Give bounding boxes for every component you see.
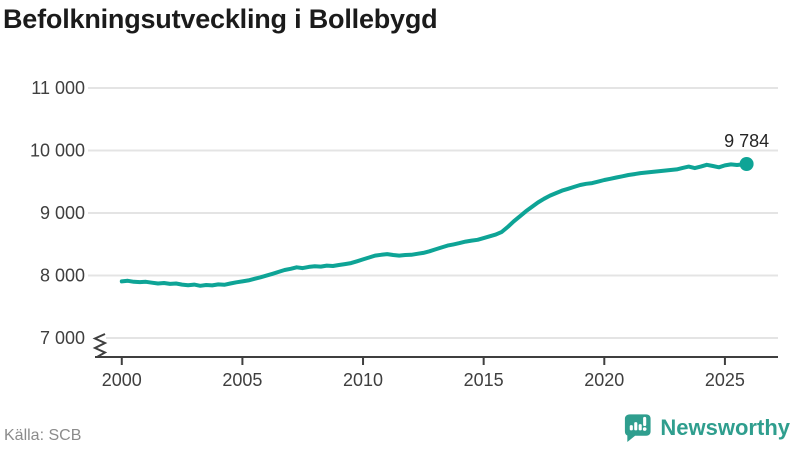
y-tick-label: 7 000 (40, 328, 85, 348)
newsworthy-wordmark: Newsworthy (660, 414, 790, 440)
x-tick-label: 2015 (464, 370, 504, 390)
axis-break-icon (92, 333, 108, 358)
newsworthy-brand: Newsworthy (622, 412, 790, 443)
latest-value-label: 9 784 (724, 131, 769, 151)
x-tick-label: 2010 (343, 370, 383, 390)
y-tick-label: 11 000 (31, 78, 85, 98)
page-title: Befolkningsutveckling i Bollebygd (3, 4, 438, 34)
y-tick-label: 10 000 (30, 141, 85, 161)
speech-bubble-shape (625, 414, 651, 443)
latest-point-marker (739, 157, 754, 171)
y-tick-label: 8 000 (40, 266, 85, 286)
x-tick-label: 2020 (584, 370, 624, 390)
bar-chart-glyph (630, 416, 647, 431)
source-label: Källa: SCB (4, 427, 82, 444)
population-line (119, 162, 749, 288)
x-tick-label: 2005 (222, 370, 262, 390)
newsworthy-logo-icon (625, 414, 651, 443)
x-tick-label: 2025 (705, 370, 745, 390)
x-tick-label: 2000 (102, 370, 142, 390)
y-tick-label: 9 000 (40, 203, 85, 223)
